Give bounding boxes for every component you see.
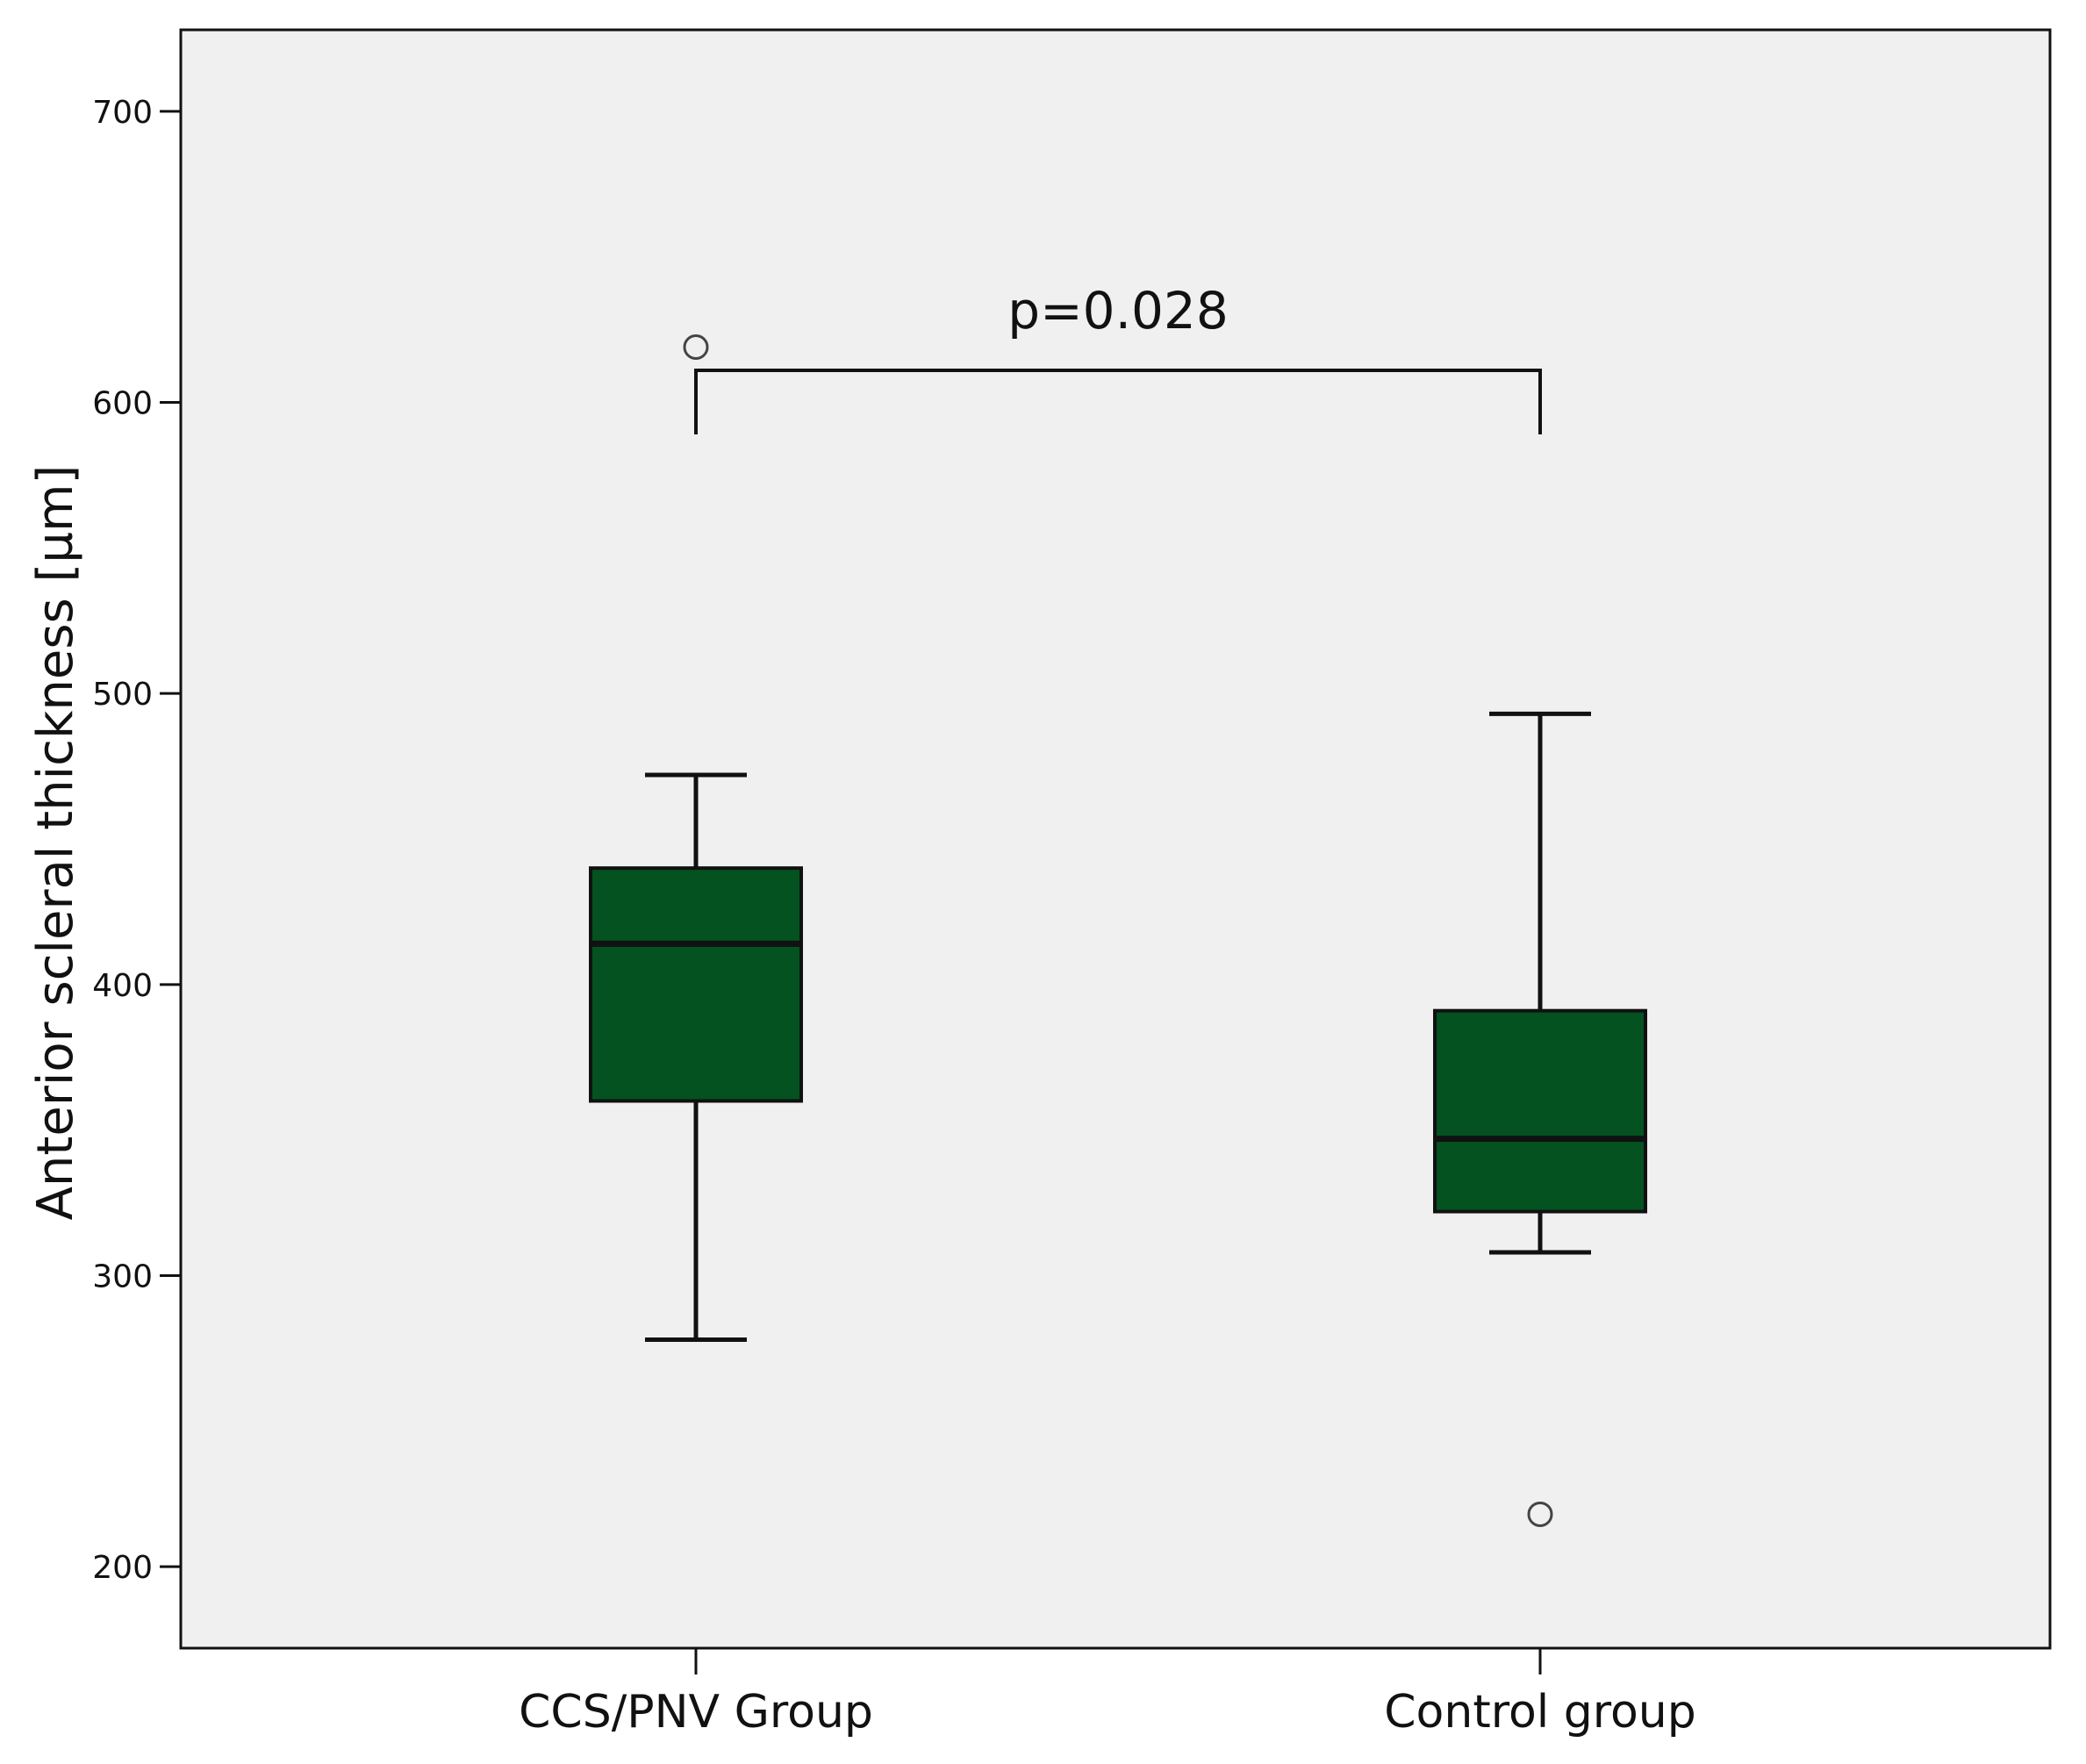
y-axis: 200 300 400 500 600 700 (92, 95, 181, 1586)
box-0 (589, 334, 803, 1342)
boxes (589, 334, 1647, 1527)
significance-annotation: p=0.028 (694, 281, 1542, 434)
y-tick-label-700: 700 (92, 95, 153, 131)
y-axis-label: Anterior scleral thickness [µm] (27, 465, 84, 1221)
y-tick-label-200: 200 (92, 1550, 153, 1586)
p-value-label: p=0.028 (1007, 281, 1228, 341)
outlier-point-0 (683, 334, 709, 361)
y-tick-label-500: 500 (92, 677, 153, 713)
y-tick-label-400: 400 (92, 968, 153, 1004)
plot-area (179, 28, 2052, 1650)
x-axis: CCS/PNV Group Control group (519, 1648, 1696, 1739)
outlier-point-0 (1527, 1501, 1553, 1527)
y-tick-label-600: 600 (92, 386, 153, 422)
interquartile-box (1433, 1008, 1647, 1214)
y-tick-label-300: 300 (92, 1258, 153, 1294)
box-1 (1433, 711, 1647, 1527)
x-category-label-0: CCS/PNV Group (519, 1686, 873, 1739)
x-category-label-1: Control group (1384, 1686, 1696, 1739)
interquartile-box (589, 866, 803, 1103)
significance-bracket (694, 369, 1542, 434)
